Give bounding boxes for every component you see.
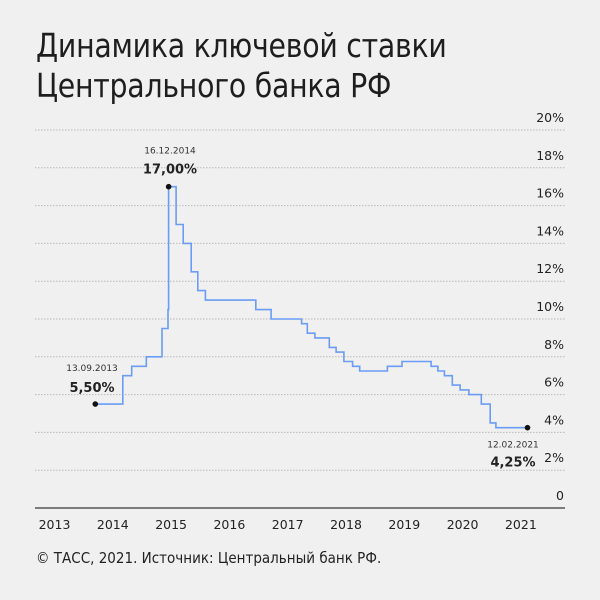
x-tick-label: 2019: [388, 517, 420, 532]
x-axis-ticks: 2013 2014 2015 2016 2017 2018 2019 2020 2021: [39, 517, 537, 532]
annotation-date: 13.09.2013: [66, 364, 118, 374]
title-line-1: Динамика ключевой ставки: [36, 26, 447, 65]
y-tick-label: 16%: [536, 186, 564, 201]
annotation-value: 5,50%: [69, 381, 114, 396]
annotation-dot: [524, 424, 531, 431]
rate-line: [95, 185, 528, 429]
chart-title: Динамика ключевой ставки Центрального ба…: [36, 26, 447, 106]
x-tick-label: 2018: [330, 517, 362, 532]
title-line-2: Центрального банка РФ: [36, 66, 392, 105]
y-tick-label: 8%: [544, 337, 564, 352]
annotation-markers: 13.09.2013 5,50% 16.12.2014 17,00% 12.02.202…: [66, 147, 539, 471]
y-tick-label: 18%: [536, 148, 564, 163]
grid-lines: [35, 129, 565, 471]
x-tick-label: 2021: [505, 517, 537, 532]
y-tick-label: 4%: [544, 412, 564, 427]
y-tick-label: 0: [556, 488, 564, 503]
y-tick-label: 12%: [536, 261, 564, 276]
x-tick-label: 2013: [39, 517, 71, 532]
x-tick-label: 2017: [272, 517, 304, 532]
x-tick-label: 2016: [213, 517, 245, 532]
annotation-date: 12.02.2021: [487, 441, 539, 451]
y-tick-label: 10%: [536, 299, 564, 314]
y-tick-label: 14%: [536, 223, 564, 238]
y-tick-label: 2%: [544, 450, 564, 465]
x-tick-label: 2014: [97, 517, 129, 532]
y-tick-label: 20%: [536, 110, 564, 125]
annotation-value: 4,25%: [490, 456, 535, 471]
x-tick-label: 2015: [155, 517, 187, 532]
x-tick-label: 2020: [447, 517, 479, 532]
y-axis-ticks: 0 2% 4% 6% 8% 10% 12% 14% 16% 18% 20%: [536, 110, 564, 503]
annotation-dot: [92, 401, 99, 407]
annotation-value: 17,00%: [143, 163, 197, 178]
annotation-date: 16.12.2014: [144, 147, 196, 157]
source-footer: © ТАСС, 2021. Источник: Центральный банк…: [36, 549, 382, 567]
annotation-dot: [165, 183, 172, 190]
y-tick-label: 6%: [544, 375, 564, 390]
